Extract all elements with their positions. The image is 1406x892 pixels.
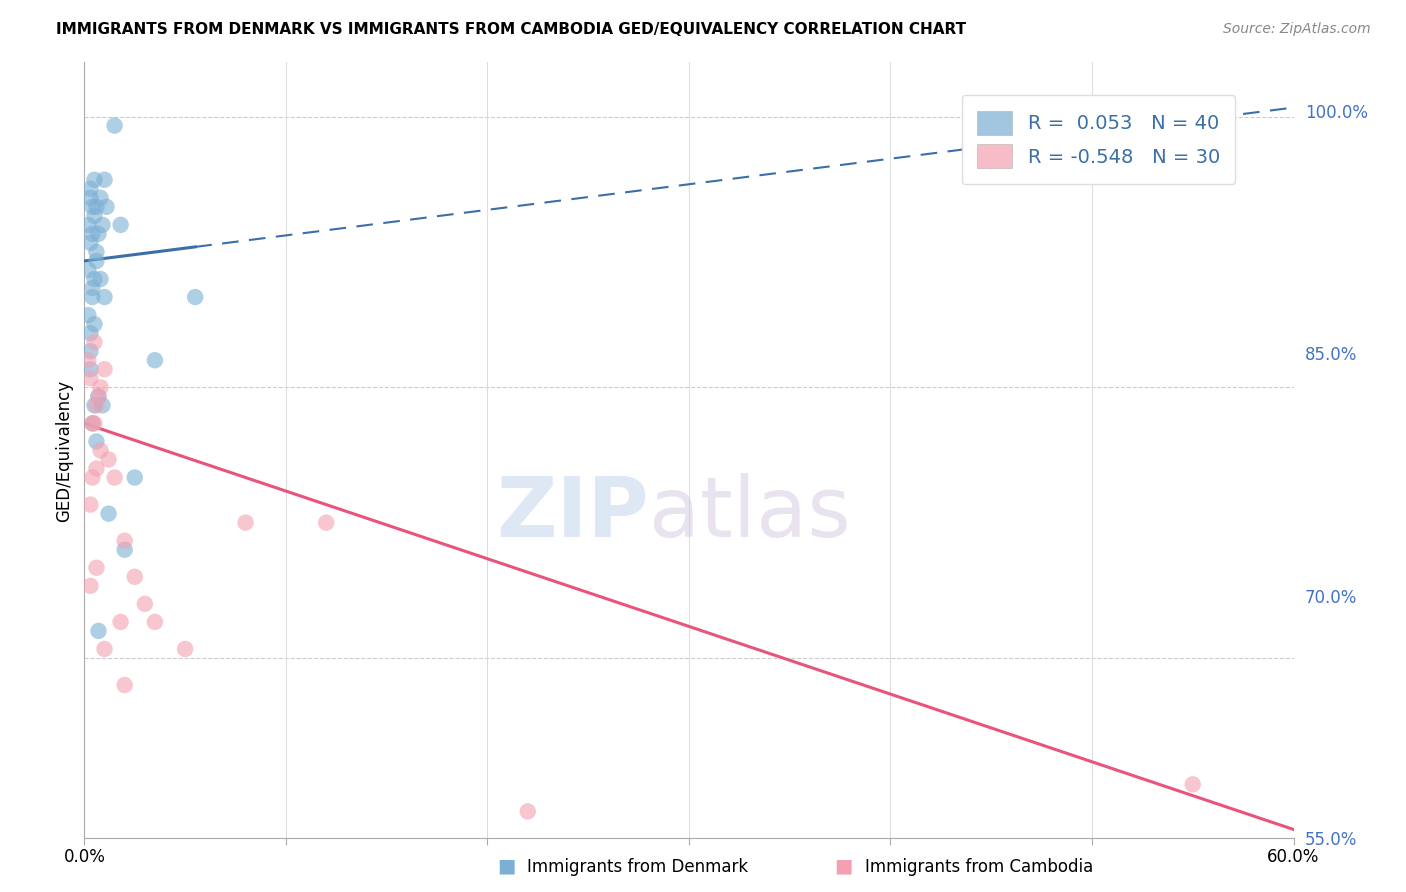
Point (87, 227, 110, 241)
Point (97, 452, 120, 467)
Point (124, 470, 146, 484)
Point (93, 290, 115, 304)
Point (87, 624, 110, 638)
Point (86, 461, 108, 475)
Text: Immigrants from Cambodia: Immigrants from Cambodia (865, 858, 1092, 876)
Point (124, 570, 146, 584)
Point (86, 200, 108, 214)
Point (174, 642, 197, 657)
Point (91, 218, 114, 232)
Point (79, 362, 101, 376)
Point (143, 353, 166, 368)
Point (315, 516, 337, 530)
Text: Source: ZipAtlas.com: Source: ZipAtlas.com (1223, 22, 1371, 37)
Point (79, 326, 101, 340)
Point (86, 434, 108, 449)
Point (77, 308, 100, 322)
Point (97, 507, 120, 521)
Point (86, 254, 108, 268)
Text: atlas: atlas (648, 473, 851, 554)
Point (110, 218, 132, 232)
Point (93, 362, 115, 376)
Point (82, 290, 104, 304)
Text: ■: ■ (834, 857, 853, 876)
Point (104, 119, 127, 133)
Point (235, 516, 257, 530)
Point (87, 389, 110, 403)
Point (93, 642, 115, 657)
Point (83, 317, 105, 331)
Point (1181, 777, 1204, 791)
Point (82, 227, 104, 241)
Point (114, 678, 136, 692)
Point (82, 200, 104, 214)
Point (114, 533, 136, 548)
Point (82, 417, 104, 431)
Point (184, 290, 207, 304)
Point (82, 470, 104, 484)
Point (91, 398, 114, 412)
Point (82, 417, 104, 431)
Point (83, 417, 105, 431)
Text: ZIP: ZIP (496, 473, 648, 554)
Point (83, 398, 105, 412)
Point (87, 389, 110, 403)
Point (134, 597, 156, 611)
Point (89, 191, 111, 205)
Point (79, 579, 101, 593)
Text: Immigrants from Denmark: Immigrants from Denmark (527, 858, 748, 876)
Point (93, 173, 115, 187)
Point (77, 218, 100, 232)
Point (79, 344, 101, 359)
Point (83, 209, 105, 223)
Point (143, 615, 166, 629)
Point (79, 235, 101, 250)
Point (96, 200, 118, 214)
Point (83, 173, 105, 187)
Point (86, 561, 108, 575)
Point (89, 443, 111, 458)
Point (89, 380, 111, 394)
Point (77, 353, 100, 368)
Legend: R =  0.053   N = 40, R = -0.548   N = 30: R = 0.053 N = 40, R = -0.548 N = 30 (962, 95, 1236, 184)
Point (83, 272, 105, 286)
Point (86, 244, 108, 259)
Text: 0.0%: 0.0% (63, 847, 105, 865)
Point (79, 182, 101, 196)
Point (79, 371, 101, 385)
Point (110, 615, 132, 629)
Text: 60.0%: 60.0% (1267, 847, 1320, 865)
Point (114, 542, 136, 557)
Point (89, 272, 111, 286)
Point (516, 805, 538, 819)
Point (104, 470, 127, 484)
Text: ■: ■ (496, 857, 516, 876)
Point (77, 263, 100, 277)
Point (79, 498, 101, 512)
Text: IMMIGRANTS FROM DENMARK VS IMMIGRANTS FROM CAMBODIA GED/EQUIVALENCY CORRELATION : IMMIGRANTS FROM DENMARK VS IMMIGRANTS FR… (56, 22, 966, 37)
Point (82, 281, 104, 295)
Y-axis label: GED/Equivalency: GED/Equivalency (55, 379, 73, 522)
Point (83, 335, 105, 350)
Point (79, 191, 101, 205)
Point (86, 398, 108, 412)
